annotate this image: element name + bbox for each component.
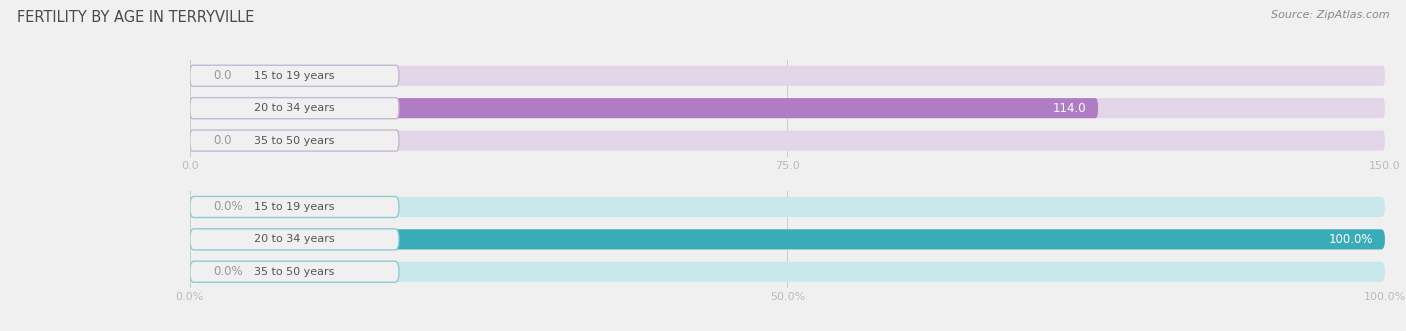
FancyBboxPatch shape <box>190 130 399 151</box>
FancyBboxPatch shape <box>190 261 399 282</box>
Text: 35 to 50 years: 35 to 50 years <box>254 136 335 146</box>
Text: 0.0%: 0.0% <box>214 265 243 278</box>
FancyBboxPatch shape <box>190 197 1385 217</box>
FancyBboxPatch shape <box>190 262 1385 282</box>
Text: 114.0: 114.0 <box>1053 102 1087 115</box>
FancyBboxPatch shape <box>190 98 1385 118</box>
FancyBboxPatch shape <box>190 130 1385 151</box>
FancyBboxPatch shape <box>190 98 399 119</box>
FancyBboxPatch shape <box>190 229 1385 250</box>
Text: 0.0%: 0.0% <box>214 201 243 213</box>
Text: FERTILITY BY AGE IN TERRYVILLE: FERTILITY BY AGE IN TERRYVILLE <box>17 10 254 25</box>
FancyBboxPatch shape <box>190 98 1098 118</box>
FancyBboxPatch shape <box>190 65 399 86</box>
Text: 15 to 19 years: 15 to 19 years <box>254 202 335 212</box>
Text: 0.0: 0.0 <box>214 134 232 147</box>
FancyBboxPatch shape <box>190 66 1385 86</box>
Text: Source: ZipAtlas.com: Source: ZipAtlas.com <box>1271 10 1389 20</box>
Text: 100.0%: 100.0% <box>1329 233 1372 246</box>
Text: 20 to 34 years: 20 to 34 years <box>254 234 335 244</box>
Text: 0.0: 0.0 <box>214 69 232 82</box>
Text: 35 to 50 years: 35 to 50 years <box>254 267 335 277</box>
FancyBboxPatch shape <box>190 196 399 217</box>
Text: 20 to 34 years: 20 to 34 years <box>254 103 335 113</box>
FancyBboxPatch shape <box>190 229 399 250</box>
FancyBboxPatch shape <box>190 229 1385 250</box>
Text: 15 to 19 years: 15 to 19 years <box>254 71 335 81</box>
